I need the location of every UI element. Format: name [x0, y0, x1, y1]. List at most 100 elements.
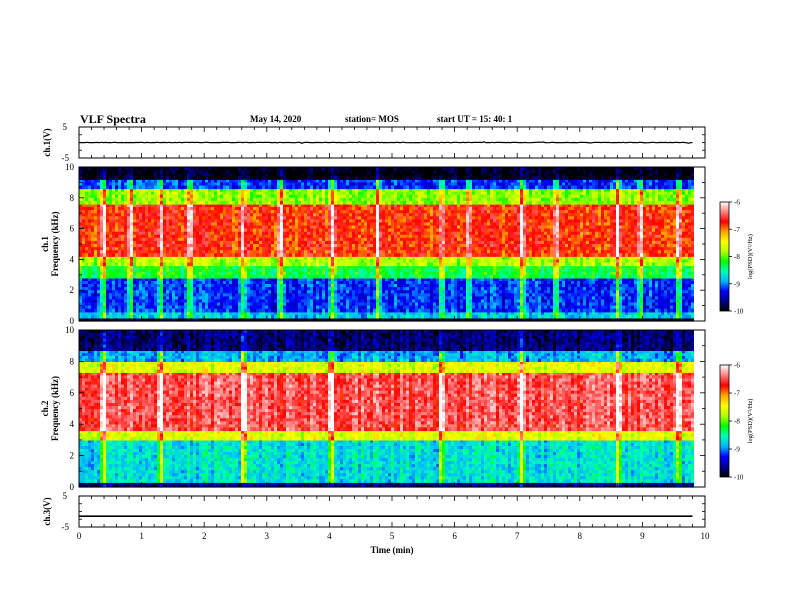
- heat-cell: [190, 176, 193, 180]
- heat-cell: [259, 186, 262, 190]
- heat-cell: [211, 176, 214, 180]
- heat-cell: [211, 201, 214, 205]
- heat-cell: [298, 201, 301, 205]
- heat-cell: [211, 263, 214, 267]
- heat-cell: [97, 315, 100, 319]
- heat-cell: [157, 275, 160, 279]
- heat-cell: [268, 275, 271, 279]
- heat-cell: [226, 263, 229, 267]
- heat-cell: [319, 253, 322, 257]
- heat-cell: [325, 263, 328, 267]
- heat-cell: [307, 315, 310, 319]
- heat-cell: [106, 186, 109, 190]
- heat-cell: [340, 176, 343, 180]
- heat-cell: [262, 201, 265, 205]
- heat-cell: [307, 186, 310, 190]
- heat-cell: [142, 253, 145, 257]
- heat-cell: [91, 253, 94, 257]
- heat-cell: [130, 253, 133, 257]
- heat-cell: [94, 253, 97, 257]
- heat-cell: [85, 176, 88, 180]
- heat-cell: [208, 176, 211, 180]
- heat-cell: [94, 176, 97, 180]
- heat-cell: [202, 176, 205, 180]
- heat-cell: [256, 253, 259, 257]
- heat-cell: [325, 201, 328, 205]
- heat-cell: [115, 263, 118, 267]
- heat-cell: [244, 176, 247, 180]
- heat-cell: [133, 275, 136, 279]
- heat-cell: [151, 309, 154, 313]
- heat-cell: [151, 263, 154, 267]
- heat-cell: [175, 315, 178, 319]
- heat-cell: [85, 201, 88, 205]
- heat-cell: [307, 309, 310, 313]
- heat-cell: [97, 309, 100, 313]
- heat-cell: [208, 275, 211, 279]
- heat-cell: [145, 309, 148, 313]
- heat-cell: [127, 309, 130, 313]
- heat-cell: [361, 176, 364, 180]
- heat-cell: [139, 201, 142, 205]
- heat-cell: [205, 315, 208, 319]
- ch1-spectrogram-cells: [79, 167, 705, 322]
- heat-cell: [352, 176, 355, 180]
- heat-cell: [235, 176, 238, 180]
- heat-cell: [349, 263, 352, 267]
- heat-cell: [208, 315, 211, 319]
- heat-cell: [178, 309, 181, 313]
- heat-cell: [178, 176, 181, 180]
- heat-cell: [298, 275, 301, 279]
- heat-cell: [118, 253, 121, 257]
- heat-cell: [220, 263, 223, 267]
- heat-cell: [193, 315, 196, 319]
- heat-cell: [364, 315, 367, 319]
- heat-cell: [232, 315, 235, 319]
- heat-cell: [127, 263, 130, 267]
- heat-cell: [211, 275, 214, 279]
- heat-cell: [289, 176, 292, 180]
- heat-cell: [202, 253, 205, 257]
- heat-cell: [232, 201, 235, 205]
- heat-cell: [124, 201, 127, 205]
- heat-cell: [232, 176, 235, 180]
- heat-cell: [154, 263, 157, 267]
- heat-cell: [196, 309, 199, 313]
- heat-cell: [100, 201, 103, 205]
- heat-cell: [160, 315, 163, 319]
- heat-cell: [358, 201, 361, 205]
- heat-cell: [103, 186, 106, 190]
- heat-cell: [172, 253, 175, 257]
- heat-cell: [289, 186, 292, 190]
- heat-cell: [289, 263, 292, 267]
- heat-cell: [274, 176, 277, 180]
- heat-cell: [289, 201, 292, 205]
- heat-cell: [139, 176, 142, 180]
- heat-cell: [214, 275, 217, 279]
- heat-cell: [241, 275, 244, 279]
- heat-cell: [292, 275, 295, 279]
- heat-cell: [238, 275, 241, 279]
- heat-cell: [175, 201, 178, 205]
- heat-cell: [103, 315, 106, 319]
- heat-cell: [289, 275, 292, 279]
- heat-cell: [109, 275, 112, 279]
- heat-cell: [265, 309, 268, 313]
- heat-cell: [235, 253, 238, 257]
- heat-cell: [349, 201, 352, 205]
- heat-cell: [118, 186, 121, 190]
- heat-cell: [169, 315, 172, 319]
- heat-cell: [256, 263, 259, 267]
- heat-cell: [340, 201, 343, 205]
- heat-cell: [367, 186, 370, 190]
- heat-cell: [193, 186, 196, 190]
- heat-cell: [82, 263, 85, 267]
- heat-cell: [187, 201, 190, 205]
- heat-cell: [328, 275, 331, 279]
- heat-cell: [316, 263, 319, 267]
- heat-cell: [325, 275, 328, 279]
- ch1-waveform-ylabel: ch.1(V): [42, 128, 52, 156]
- heat-cell: [181, 309, 184, 313]
- heat-cell: [145, 275, 148, 279]
- heat-cell: [268, 176, 271, 180]
